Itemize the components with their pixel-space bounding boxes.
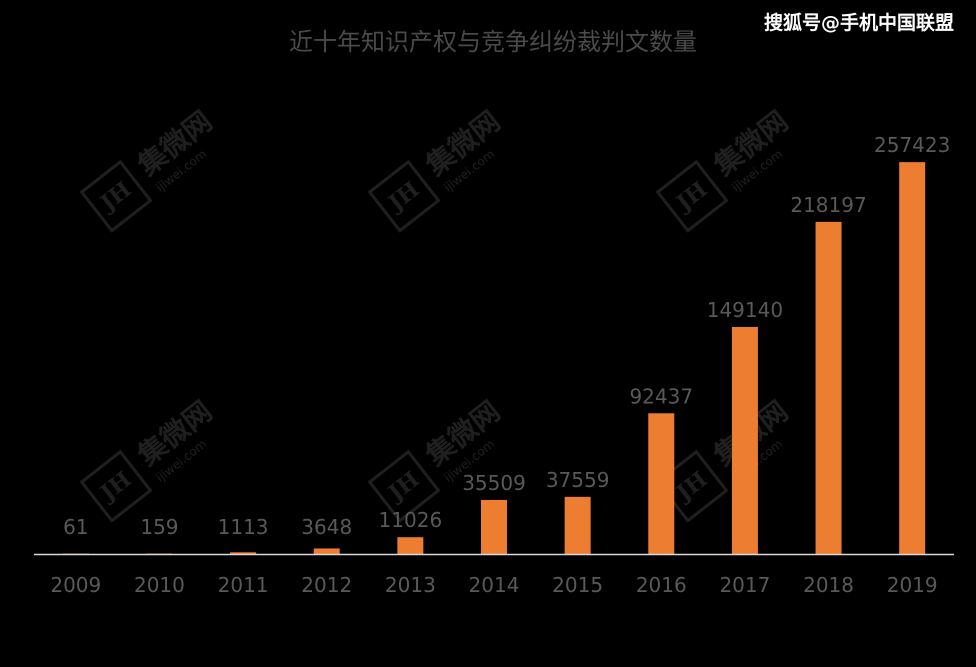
bar-2018 xyxy=(815,221,842,555)
bar-2019 xyxy=(899,162,926,554)
data-label-2013: 11026 xyxy=(379,508,443,532)
x-tick-label-2014: 2014 xyxy=(469,573,520,597)
x-tick-label-2015: 2015 xyxy=(552,573,603,597)
bar-2017 xyxy=(731,326,758,554)
bar-2013 xyxy=(397,537,424,554)
bar-2014 xyxy=(481,499,507,554)
data-label-2016: 92437 xyxy=(629,384,693,408)
x-tick-label-2013: 2013 xyxy=(385,573,436,597)
x-tick-label-2010: 2010 xyxy=(134,573,185,597)
bar-2011 xyxy=(230,552,257,554)
data-label-2009: 61 xyxy=(63,515,88,539)
x-tick-label-2012: 2012 xyxy=(301,573,352,597)
data-label-2012: 3648 xyxy=(301,515,352,539)
x-tick-label-2017: 2017 xyxy=(719,573,770,597)
data-label-2018: 218197 xyxy=(790,193,866,217)
x-tick-label-2019: 2019 xyxy=(887,573,938,597)
data-label-2010: 159 xyxy=(140,515,178,539)
data-label-2017: 149140 xyxy=(707,298,783,322)
x-tick-label-2011: 2011 xyxy=(218,573,269,597)
x-tick-label-2009: 2009 xyxy=(50,573,101,597)
data-label-2011: 1113 xyxy=(218,515,269,539)
bar-2015 xyxy=(564,496,591,554)
bar-2012 xyxy=(313,548,340,554)
chart-title: 近十年知识产权与竞争纠纷裁判文数量 xyxy=(289,28,697,56)
x-tick-label-2016: 2016 xyxy=(636,573,687,597)
data-label-2014: 35509 xyxy=(462,471,526,495)
source-credit: 搜狐号@手机中国联盟 xyxy=(763,12,954,34)
data-label-2019: 257423 xyxy=(874,133,950,157)
bar-2016 xyxy=(648,413,675,554)
x-tick-label-2018: 2018 xyxy=(803,573,854,597)
data-label-2015: 37559 xyxy=(546,468,610,492)
